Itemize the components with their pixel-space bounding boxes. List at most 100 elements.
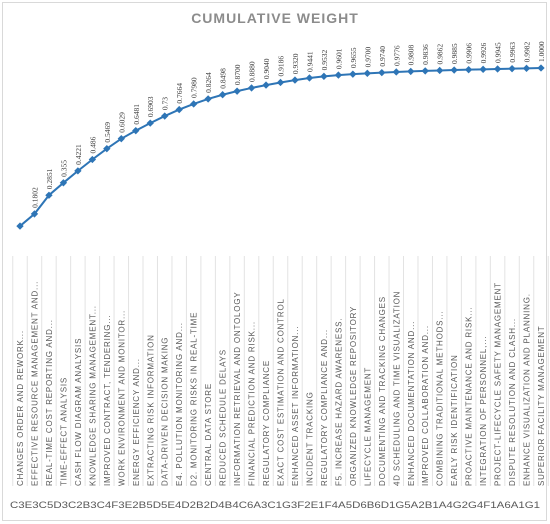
x-axis-label: ENHANCED ASSET INFORMATION...	[291, 326, 300, 486]
data-point	[537, 64, 545, 72]
x-axis-label: EFFECTIVE RESOURCE MANAGEMENT AND...	[30, 281, 39, 486]
category-gridlines	[12, 256, 549, 486]
x-axis-label: COMBINING TRADITIONAL METHODS...	[436, 311, 445, 486]
data-label: 0.9885	[450, 43, 459, 64]
x-axis-label: REDUCED SCHEDULE DELAYS	[219, 349, 228, 486]
data-point	[436, 66, 444, 75]
x-axis-label: ENHANCE VISUALIZATION AND PLANNING.	[523, 293, 532, 486]
data-label: 0.8498	[219, 68, 228, 89]
x-axis-label: INTEGRATION OF PERSONNEL,...	[479, 336, 488, 486]
x-axis-label: CASH FLOW DIAGRAM ANALYSIS	[74, 338, 83, 486]
data-label: 0.8264	[204, 72, 213, 93]
data-point	[175, 105, 183, 114]
data-label: 0.9040	[262, 58, 271, 79]
x-axis-label: ENHANCED DOCUMENTATION AND...	[407, 321, 416, 486]
data-label: 0.9963	[508, 42, 517, 63]
x-axis-label: WORK ENVIRONMENT AND MONITOR...	[117, 310, 126, 486]
data-label: 0.6481	[132, 104, 141, 125]
series-line	[19, 67, 542, 227]
x-axis-label: E4. POLLUTION MONITORING AND...	[175, 322, 184, 486]
data-label: 0.9836	[421, 44, 430, 65]
data-point	[45, 191, 53, 199]
data-point	[305, 74, 314, 82]
x-axis-label: PROACTIVE MAINTENANCE AND RISK...	[465, 307, 474, 486]
data-point	[233, 87, 241, 95]
x-axis-labels: CHANGES ORDER AND REWORK... EFFECTIVE RES…	[16, 281, 546, 486]
data-point	[276, 78, 285, 87]
data-label: 0.9532	[320, 49, 329, 70]
data-point	[421, 67, 429, 75]
data-point	[189, 100, 198, 108]
data-point	[161, 112, 169, 120]
data-label: 0.7980	[190, 77, 199, 98]
data-label: 0.73	[161, 97, 170, 110]
data-label: 0.9945	[494, 42, 503, 63]
x-axis-label: INCIDENT TRACKING	[305, 391, 314, 486]
x-axis-label: TIME-EFFECT ANALYSIS	[59, 377, 68, 486]
data-label: 0.8880	[248, 61, 257, 82]
x-axis-label: FINANCIAL PREDICTION AND RISK...	[248, 321, 257, 486]
x-axis-label: CHANGES ORDER AND REWORK...	[16, 330, 25, 486]
data-point	[16, 222, 24, 230]
data-point	[204, 95, 212, 103]
data-point	[522, 64, 531, 72]
data-point	[74, 167, 82, 175]
data-point	[363, 69, 372, 78]
data-label: 0.9808	[407, 45, 416, 66]
x-axis-label: EARLY RISK IDENTIFICATION	[450, 354, 459, 486]
data-label: 0.7664	[175, 83, 184, 104]
x-axis-label: DOCUMENTING AND TRACKING CHANGES	[378, 296, 387, 486]
data-point	[291, 76, 299, 84]
data-label: 0.9601	[334, 48, 343, 69]
data-label: 0.9862	[436, 44, 445, 65]
data-label: 0.2851	[45, 168, 54, 189]
data-labels: 0.1802 0.2851 0.355 0.4221 0.486 0.5469 0.6029…	[30, 41, 546, 208]
data-label: 0.4221	[74, 144, 83, 165]
data-point	[59, 179, 68, 187]
data-label: 0.9776	[392, 45, 401, 66]
x-axis-label: REGULATORY COMPLIANCE AND...	[320, 329, 329, 486]
data-label: 1.0000	[537, 41, 546, 62]
data-label: 0.6903	[146, 96, 155, 117]
x-axis-label: IMPROVED COLLABORATION AND...	[421, 325, 430, 486]
x-axis-label: SUPERIOR FACILITY MANAGEMENT	[537, 326, 546, 487]
x-axis-label: REGULATORY COMPLIANCE	[262, 360, 271, 486]
data-point	[378, 68, 386, 77]
x-axis-label: IMPROVED CONTRACT, TENDERING...	[103, 315, 112, 486]
x-axis-label: KNOWLEDGE SHARING MANAGEMENT...	[88, 305, 97, 486]
data-label: 0.9926	[479, 42, 488, 63]
x-axis-label: REAL-TIME COST REPORTING AND...	[45, 319, 54, 486]
data-point	[407, 67, 415, 76]
x-axis-label: F5. INCREASE HAZARD AWARENESS.	[334, 318, 343, 486]
data-point	[464, 65, 473, 74]
x-axis-label: 4D SCHEDULING AND TIME VISUALIZATION	[392, 291, 401, 486]
data-label: 0.5469	[103, 122, 112, 143]
x-axis-label: ORGANIZED KNOWLEDGE REPOSITORY	[349, 306, 358, 486]
data-point	[117, 135, 125, 143]
x-axis-label: DATA-DRIVEN DECISION MAKING	[161, 337, 170, 486]
data-point	[450, 66, 458, 74]
data-label: 0.9441	[305, 51, 314, 72]
data-point	[30, 210, 39, 218]
data-label: 0.355	[59, 160, 68, 177]
data-point	[218, 91, 227, 99]
data-label: 0.9906	[465, 43, 474, 64]
data-label: 0.9186	[277, 56, 286, 77]
data-point	[392, 68, 400, 76]
x-axis-code-row: C3E3C5D3C2B3C4F3E2B5D5E4D2B2D4B4C6A3C1G3…	[10, 500, 540, 510]
x-axis-label: EXACT COST ESTIMATION AND CONTROL	[277, 298, 286, 486]
data-point	[247, 84, 256, 92]
data-point	[493, 65, 502, 73]
data-point	[320, 72, 328, 81]
data-point	[479, 65, 487, 73]
data-point	[334, 71, 343, 79]
data-point	[146, 119, 154, 127]
x-axis-label: D2. MONITORING RISKS IN REAL-TIME	[190, 312, 199, 486]
data-label: 0.9700	[363, 46, 372, 67]
x-axis-label: CENTRAL DATA STORE	[204, 383, 213, 486]
data-point	[508, 64, 516, 73]
x-axis-label: ENERGY EFFICIENCY AND...	[132, 358, 141, 486]
data-label: 0.9740	[378, 46, 387, 67]
